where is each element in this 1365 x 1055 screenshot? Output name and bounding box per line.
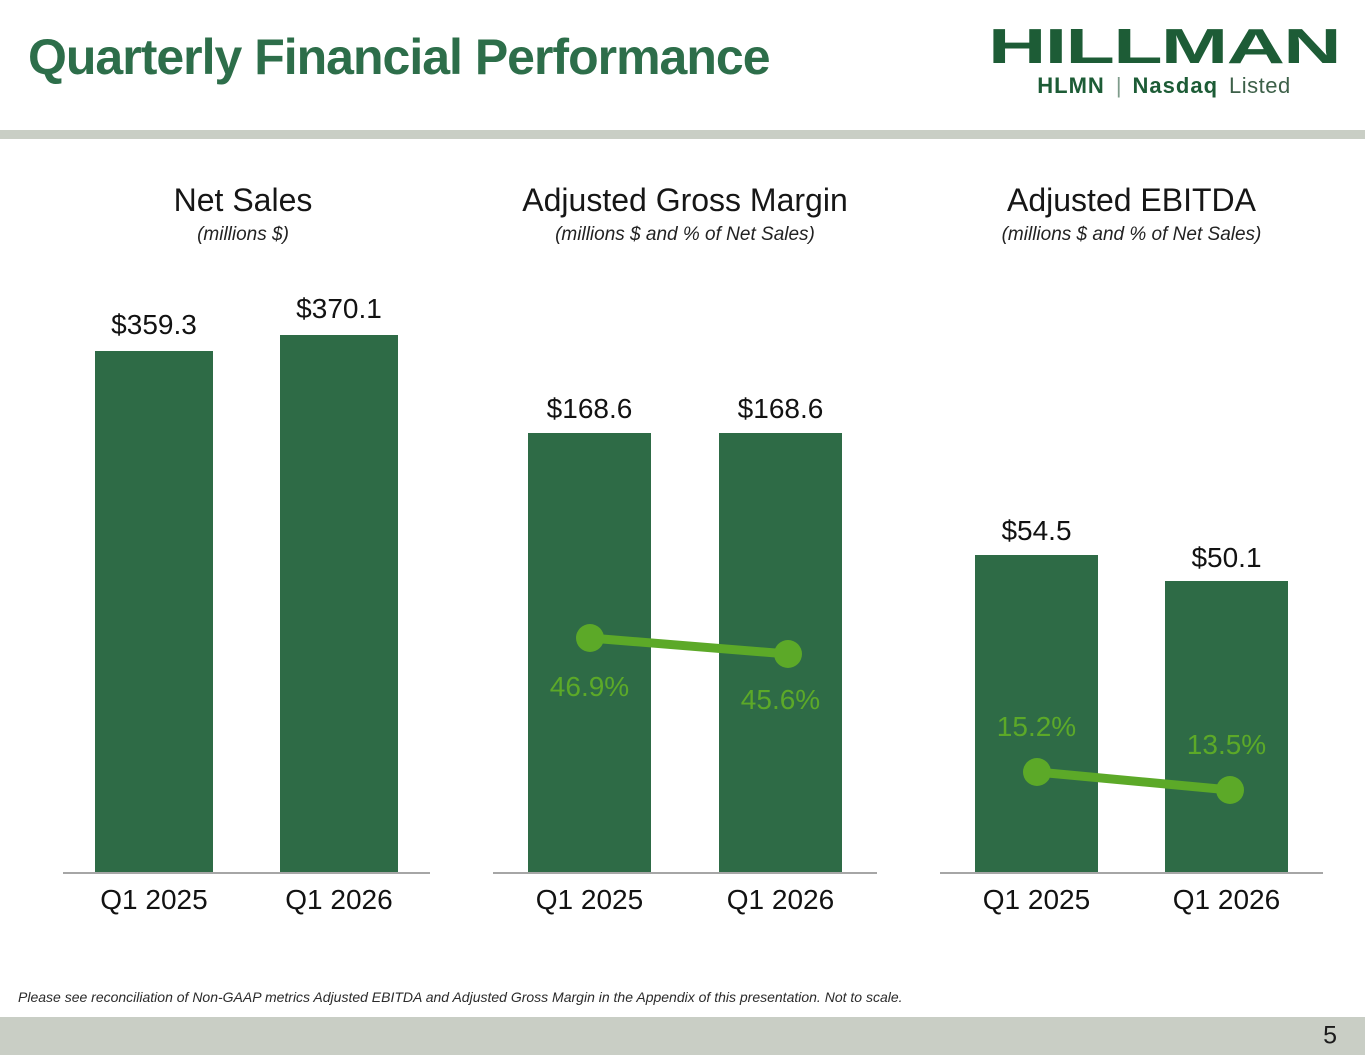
chart-subtitle: (millions $) (197, 224, 289, 245)
chart-title: Adjusted EBITDA (1007, 182, 1256, 218)
chart-title: Net Sales (173, 182, 313, 218)
header-divider (0, 130, 1365, 139)
logo-subline: HLMN | Nasdaq Listed (985, 73, 1343, 99)
x-axis-label: Q1 2025 (535, 884, 644, 915)
x-axis-line (493, 872, 877, 874)
x-axis-label: Q1 2025 (100, 884, 208, 915)
net-sales-chart: Net Sales (millions $) $359.3 $370.1 Q1 … (56, 170, 430, 960)
percent-label: 45.6% (740, 684, 821, 715)
chart-subtitle: (millions $ and % of Net Sales) (555, 224, 815, 245)
x-axis-label: Q1 2026 (285, 884, 393, 915)
x-axis-line (940, 872, 1323, 874)
bar-value-label: $50.1 (1191, 542, 1262, 573)
footer-band: 5 (0, 1017, 1365, 1055)
x-axis-label: Q1 2026 (1172, 884, 1281, 915)
bar-q1-2026 (1165, 581, 1288, 873)
bar-q1-2025 (975, 555, 1098, 873)
chart-title: Adjusted Gross Margin (522, 182, 848, 218)
hillman-wordmark-icon: HILLMAN (988, 20, 1341, 72)
percent-label: 15.2% (996, 711, 1077, 742)
chart-subtitle: (millions $ and % of Net Sales) (1001, 224, 1262, 245)
page-title: Quarterly Financial Performance (28, 29, 771, 85)
logo-separator: | (1115, 73, 1122, 98)
bar-value-label: $168.6 (737, 393, 824, 424)
adjusted-ebitda-chart: Adjusted EBITDA (millions $ and % of Net… (940, 170, 1323, 960)
bar-value-label: $370.1 (296, 293, 382, 324)
percent-label: 13.5% (1186, 729, 1267, 760)
bar-q1-2025 (95, 351, 213, 873)
bar-value-label: $54.5 (1001, 515, 1072, 546)
page-number: 5 (1323, 1021, 1337, 1050)
x-axis-label: Q1 2025 (982, 884, 1091, 915)
footnote-disclaimer: Please see reconciliation of Non-GAAP me… (18, 989, 903, 1005)
percent-label: 46.9% (549, 671, 630, 702)
x-axis-label: Q1 2026 (726, 884, 835, 915)
hillman-wordmark-text: HILLMAN (988, 20, 1340, 72)
adjusted-gross-margin-chart: Adjusted Gross Margin (millions $ and % … (493, 170, 877, 960)
ticker-symbol: HLMN (1037, 73, 1105, 98)
bar-q1-2026 (719, 433, 842, 873)
bar-q1-2025 (528, 433, 651, 873)
listed-label: Listed (1229, 73, 1291, 98)
bar-value-label: $168.6 (546, 393, 633, 424)
bar-value-label: $359.3 (111, 309, 197, 340)
bar-q1-2026 (280, 335, 398, 873)
x-axis-line (63, 872, 430, 874)
hillman-logo: HILLMAN HLMN | Nasdaq Listed (985, 20, 1343, 99)
exchange-name: Nasdaq (1132, 73, 1219, 98)
